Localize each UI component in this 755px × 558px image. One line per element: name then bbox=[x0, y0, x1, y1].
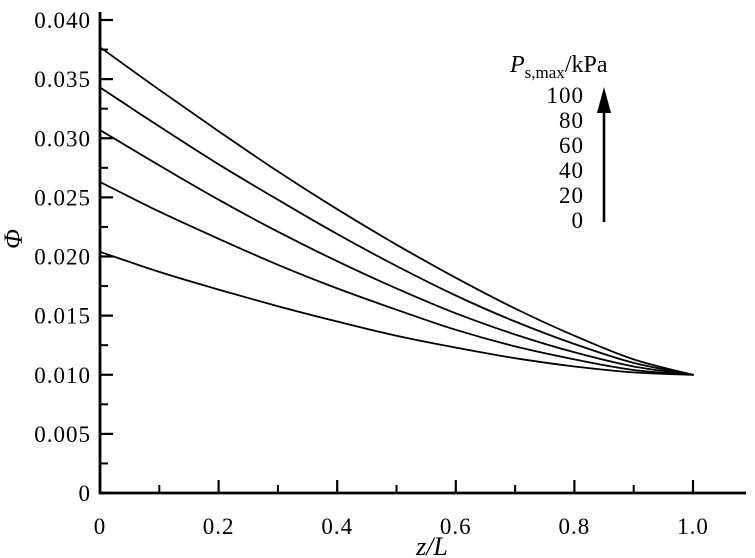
data-curve-4 bbox=[99, 181, 694, 376]
y-tick-label: 0 bbox=[79, 481, 92, 506]
y-tick-label: 0.030 bbox=[34, 126, 91, 151]
y-tick-label: 0.010 bbox=[34, 363, 91, 388]
y-tick-label: 0.025 bbox=[34, 185, 91, 210]
y-tick-label: 0.020 bbox=[34, 245, 91, 270]
data-curve-5 bbox=[99, 250, 694, 376]
y-axis-label: Φ bbox=[0, 229, 28, 249]
legend-title-symbol: P bbox=[509, 52, 525, 78]
y-tick-label: 0.015 bbox=[34, 304, 91, 329]
x-axis-label: z/L bbox=[415, 532, 448, 558]
x-tick-label: 0.8 bbox=[559, 514, 591, 539]
legend-value: 100 bbox=[547, 83, 585, 108]
x-tick-label: 0 bbox=[94, 514, 107, 539]
legend-value: 0 bbox=[572, 208, 585, 233]
y-tick-label: 0.005 bbox=[34, 422, 91, 447]
data-curve-3 bbox=[99, 129, 694, 376]
legend-value: 40 bbox=[559, 158, 584, 183]
arrow-up-icon bbox=[597, 87, 611, 222]
y-tick-label: 0.035 bbox=[34, 67, 91, 92]
legend-title-subscript: s,max bbox=[525, 63, 566, 82]
chart-generated-layer: 0 0.005 0.010 0.015 0.020 0.025 0.030 0.035 0.04… bbox=[34, 8, 746, 539]
legend-value: 80 bbox=[559, 108, 584, 133]
x-tick-label: 0.4 bbox=[321, 514, 353, 539]
legend-value: 60 bbox=[559, 133, 584, 158]
arrow-head bbox=[597, 87, 611, 113]
x-tick-label: 0.6 bbox=[440, 514, 472, 539]
legend-title-suffix: /kPa bbox=[565, 52, 608, 78]
axis-frame bbox=[98, 12, 746, 495]
data-curve-2 bbox=[99, 86, 694, 376]
data-curve-1 bbox=[99, 46, 694, 376]
y-tick-label: 0.040 bbox=[34, 8, 91, 33]
x-tick-label: 1.0 bbox=[677, 514, 709, 539]
legend-value: 20 bbox=[559, 183, 584, 208]
x-tick-label: 0.2 bbox=[203, 514, 235, 539]
legend-title: Ps,max/kPa bbox=[509, 52, 608, 82]
